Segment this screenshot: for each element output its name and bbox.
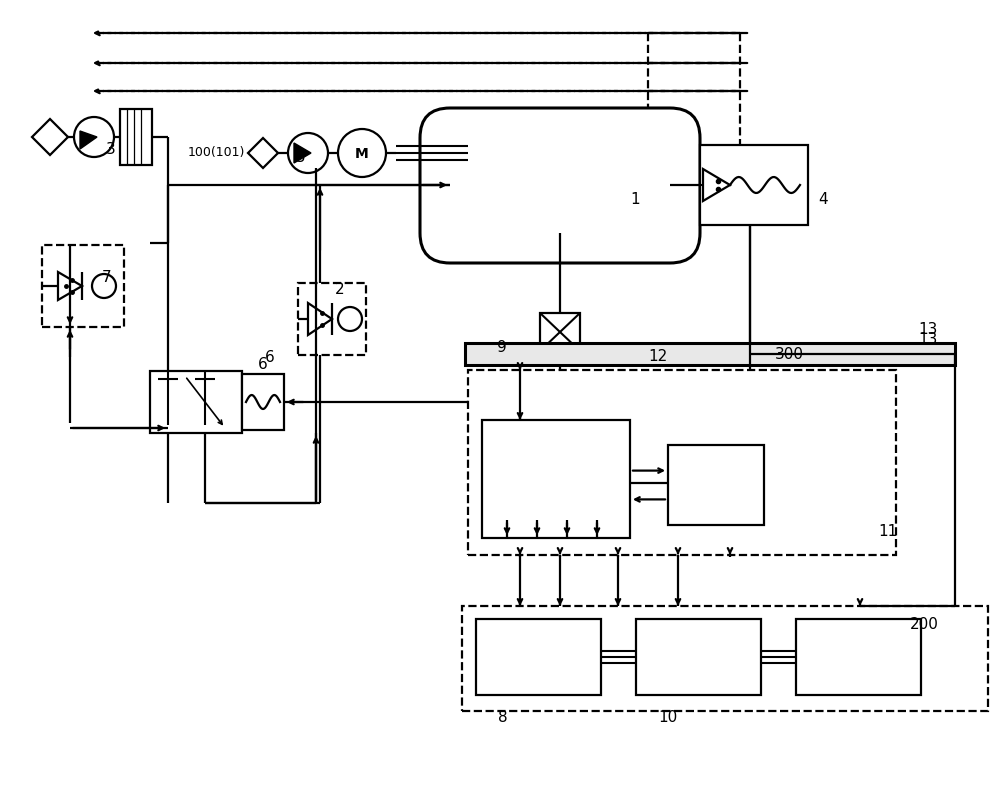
Polygon shape (150, 372, 242, 434)
Text: 2: 2 (335, 282, 345, 296)
Polygon shape (476, 619, 601, 695)
Text: 4: 4 (818, 192, 828, 206)
FancyBboxPatch shape (420, 109, 700, 263)
Polygon shape (636, 619, 761, 695)
Polygon shape (468, 370, 896, 556)
Polygon shape (294, 144, 311, 164)
Text: 6: 6 (265, 349, 275, 365)
Polygon shape (796, 619, 921, 695)
Polygon shape (540, 314, 580, 352)
Polygon shape (80, 132, 97, 150)
Text: 8: 8 (498, 709, 508, 724)
Polygon shape (482, 421, 630, 538)
Text: 13: 13 (918, 332, 937, 347)
Polygon shape (42, 246, 124, 328)
Text: 200: 200 (910, 616, 939, 631)
Text: 10: 10 (658, 709, 677, 724)
Text: 7: 7 (102, 270, 112, 284)
Text: 11: 11 (878, 524, 897, 538)
Polygon shape (242, 374, 284, 430)
Polygon shape (120, 110, 152, 165)
Polygon shape (668, 446, 764, 525)
Polygon shape (700, 146, 808, 226)
Text: 100(101): 100(101) (188, 146, 245, 159)
Text: 5: 5 (296, 150, 306, 165)
Text: 3: 3 (106, 142, 116, 157)
Text: 12: 12 (648, 349, 667, 364)
Text: M: M (355, 147, 369, 161)
Text: 13: 13 (918, 321, 937, 336)
Polygon shape (298, 283, 366, 356)
Text: 9: 9 (497, 340, 507, 355)
Polygon shape (462, 606, 988, 711)
Text: 1: 1 (630, 192, 640, 206)
Text: 300: 300 (775, 347, 804, 361)
Polygon shape (465, 344, 955, 365)
Text: 6: 6 (258, 357, 268, 372)
